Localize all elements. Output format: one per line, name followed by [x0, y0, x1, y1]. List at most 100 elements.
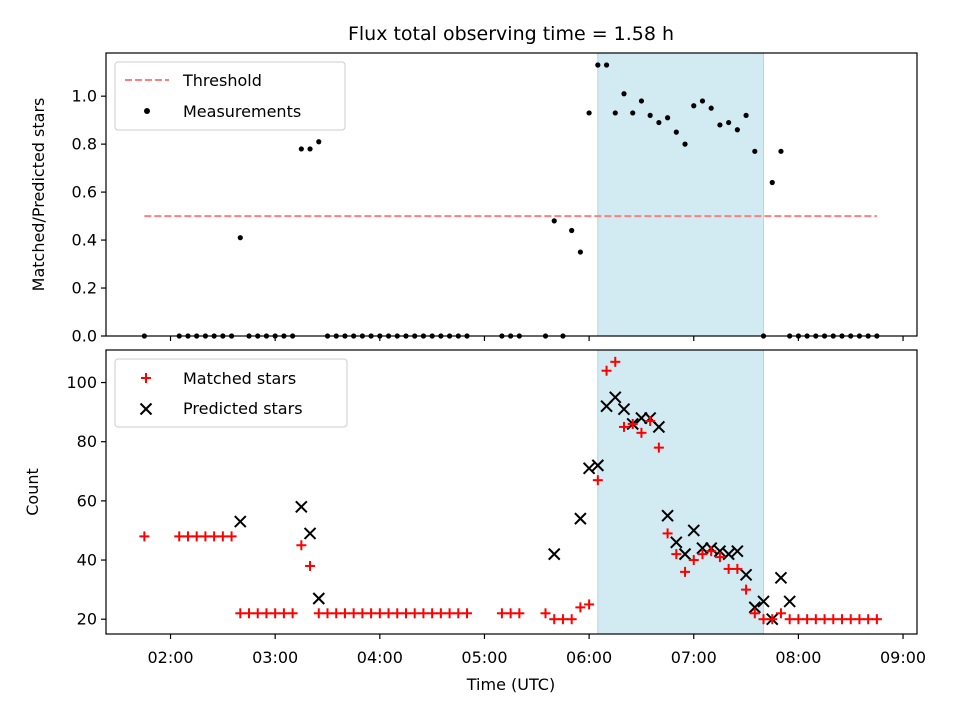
matched-star-point [845, 614, 856, 625]
top-legend-box [114, 61, 346, 131]
y-tick-label: 1.0 [72, 87, 97, 106]
top-axes-frame [105, 52, 918, 337]
chart-title: Flux total observing time = 1.58 h [348, 23, 674, 45]
bottom-legend: Matched stars Predicted stars [114, 358, 348, 428]
legend-threshold-label: Threshold [182, 71, 262, 90]
matched-star-point [671, 549, 682, 560]
matched-star-point [182, 531, 193, 542]
matched-star-point [191, 531, 202, 542]
matched-star-point [252, 608, 263, 619]
measurement-point [691, 103, 697, 109]
matched-star-point [741, 584, 752, 595]
matched-star-point [496, 608, 507, 619]
matched-star-point [645, 416, 656, 426]
legend-predicted-label: Predicted stars [183, 399, 303, 418]
matched-star-point [453, 608, 464, 619]
matched-star-point [549, 614, 560, 625]
matched-star-point [584, 599, 595, 610]
matched-star-point [810, 614, 821, 625]
legend-plus-mark [141, 373, 151, 383]
measurement-point [647, 112, 653, 118]
predicted-star-point [739, 568, 753, 582]
predicted-star-point [574, 512, 587, 525]
matched-star-point [174, 531, 185, 542]
matched-star-point [758, 614, 769, 625]
y-tick-label: 0.8 [72, 135, 97, 154]
measurement-point [551, 218, 557, 224]
top-legend: Threshold Measurements [114, 61, 346, 131]
matched-star-point [348, 608, 359, 619]
matched-star-point [828, 614, 839, 625]
legend-matched-swatch [141, 373, 151, 383]
y-tick-label: 100 [66, 373, 97, 392]
matched-star-point [697, 549, 708, 560]
x-tick-label: 09:00 [880, 648, 926, 667]
y-tick-label: 40 [77, 551, 97, 570]
measurement-point [586, 110, 592, 116]
measurement-point [699, 98, 706, 104]
matched-star-point [444, 608, 455, 619]
predicted-star-point [774, 571, 788, 584]
legend-matched-label: Matched stars [183, 369, 296, 388]
matched-star-point [287, 608, 298, 619]
y-tick-label: 0.6 [72, 183, 97, 202]
matched-star-point [653, 442, 664, 453]
matched-star-point [313, 608, 324, 619]
predicted-star-point [591, 459, 605, 472]
measurement-point [298, 146, 304, 152]
matched-star-point [139, 531, 150, 542]
measurement-point [237, 235, 243, 241]
x-tick-label: 02:00 [147, 648, 193, 667]
matched-star-point [837, 614, 848, 625]
x-tick-label: 05:00 [461, 648, 507, 667]
matched-star-point [662, 528, 673, 539]
measurement-point [778, 148, 784, 154]
matched-star-point [618, 421, 629, 432]
matched-star-point [819, 614, 830, 625]
measurement-point [316, 139, 322, 145]
bottom-x-ticks: 02:00 03:00 04:00 05:00 06:00 07:00 08:00 09:00 [147, 634, 926, 667]
matched-star-point [732, 563, 743, 574]
matched-star-point [723, 563, 734, 574]
matched-star-point [270, 608, 281, 619]
matched-star-point [688, 555, 699, 566]
matched-star-point [462, 608, 473, 619]
matched-star-point [366, 608, 377, 619]
matched-star-point [775, 608, 786, 619]
predicted-star-point [617, 402, 631, 416]
matched-star-point [296, 540, 307, 551]
x-tick-label: 03:00 [252, 648, 298, 667]
matched-stars-points [139, 356, 882, 625]
x-tick-label: 07:00 [671, 648, 717, 667]
predicted-star-point [295, 500, 308, 513]
matched-star-point [435, 608, 446, 619]
matched-star-point [714, 552, 725, 563]
matched-star-point [261, 608, 272, 619]
matched-star-point [592, 475, 603, 486]
matched-star-point [540, 608, 551, 619]
predicted-star-point [678, 547, 692, 561]
matched-star-point [871, 614, 882, 625]
measurement-point [717, 122, 723, 128]
matched-star-point [209, 531, 220, 542]
matched-star-point [863, 614, 874, 625]
measurement-point [769, 179, 775, 186]
measurement-point [743, 112, 749, 118]
matched-star-point [793, 614, 804, 625]
measurement-point [621, 91, 627, 97]
y-tick-label: 60 [77, 491, 97, 510]
matched-star-point [575, 602, 586, 613]
measurement-point [638, 98, 645, 104]
bottom-y-ticks: 20 40 60 80 100 [66, 373, 106, 629]
measurement-point [630, 110, 636, 116]
bottom-legend-box [114, 358, 348, 428]
measurement-point [612, 110, 618, 116]
matched-star-point [601, 365, 612, 376]
measurement-point [603, 62, 610, 68]
measurement-point [664, 115, 671, 121]
matched-star-point [802, 614, 813, 625]
measurement-point [752, 148, 758, 154]
measurement-point [577, 249, 583, 255]
matched-star-point [374, 608, 385, 619]
matched-star-point [331, 608, 342, 619]
